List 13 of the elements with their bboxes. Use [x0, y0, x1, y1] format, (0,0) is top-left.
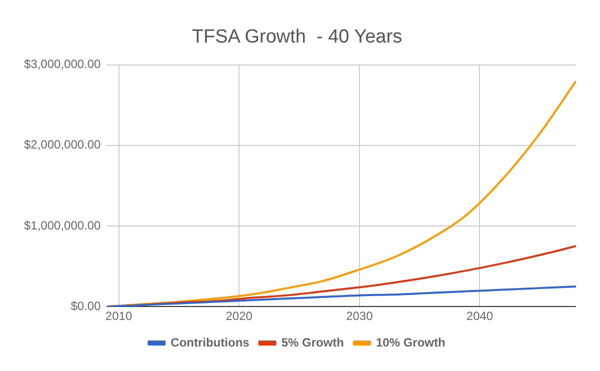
legend-label: 5% Growth	[281, 335, 344, 350]
legend-label: 10% Growth	[376, 335, 446, 350]
x-tick-label: 2010	[105, 309, 132, 324]
legend-label: Contributions	[170, 335, 250, 350]
line-series	[106, 285, 576, 307]
chart-title: TFSA Growth - 40 Years	[192, 26, 402, 48]
x-tick-label: 2020	[226, 309, 253, 324]
x-tick-label: 2030	[346, 309, 374, 324]
y-tick-label: $1,000,000.00	[24, 218, 102, 232]
y-tick-label: $2,000,000.00	[24, 138, 102, 152]
x-tick-label: 2040	[466, 309, 494, 324]
y-tick-label: $3,000,000.00	[24, 57, 102, 72]
y-tick-label: $0.00	[70, 298, 102, 313]
